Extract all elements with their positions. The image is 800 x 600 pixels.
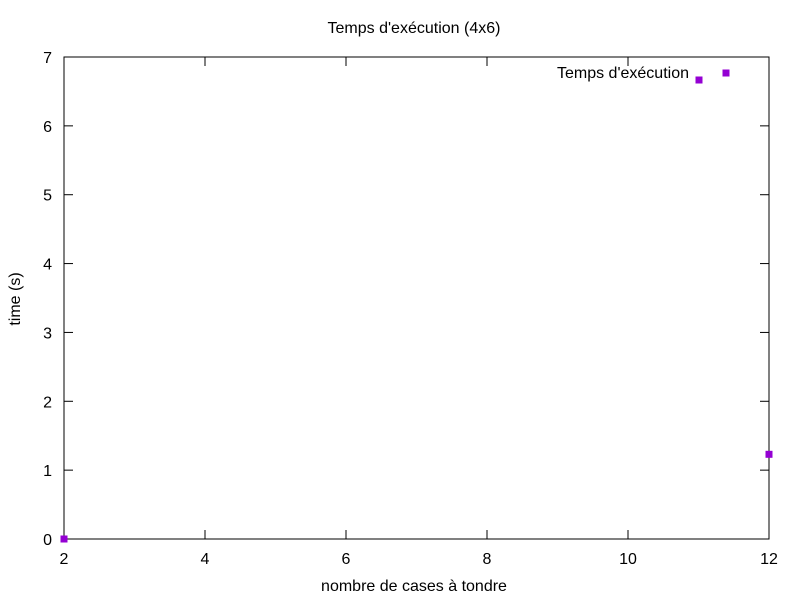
y-tick-label: 3 [43, 325, 52, 342]
legend-label: Temps d'exécution [557, 65, 689, 82]
y-tick-label: 0 [43, 532, 52, 549]
data-points [60, 450, 773, 543]
x-axis-label: nombre de cases à tondre [321, 578, 507, 595]
data-point [765, 450, 773, 458]
chart-title: Temps d'exécution (4x6) [328, 20, 501, 37]
y-tick-label: 7 [43, 50, 52, 67]
x-tick-label: 2 [60, 551, 69, 568]
x-tick-label: 4 [201, 551, 210, 568]
legend-marker [722, 69, 730, 77]
x-tick-label: 8 [483, 551, 492, 568]
y-tick-label: 2 [43, 394, 52, 411]
legend-marker [695, 76, 703, 84]
data-point [60, 535, 68, 543]
y-tick-label: 6 [43, 119, 52, 136]
y-axis-label: time (s) [7, 272, 24, 325]
y-tick-label: 5 [43, 188, 52, 205]
x-tick-label: 6 [342, 551, 351, 568]
y-tick-label: 1 [43, 463, 52, 480]
x-tick-label: 12 [760, 551, 778, 568]
x-tick-label: 10 [619, 551, 637, 568]
y-tick-label: 4 [43, 257, 52, 274]
legend: Temps d'exécution [557, 65, 730, 84]
plot-frame [63, 56, 770, 540]
